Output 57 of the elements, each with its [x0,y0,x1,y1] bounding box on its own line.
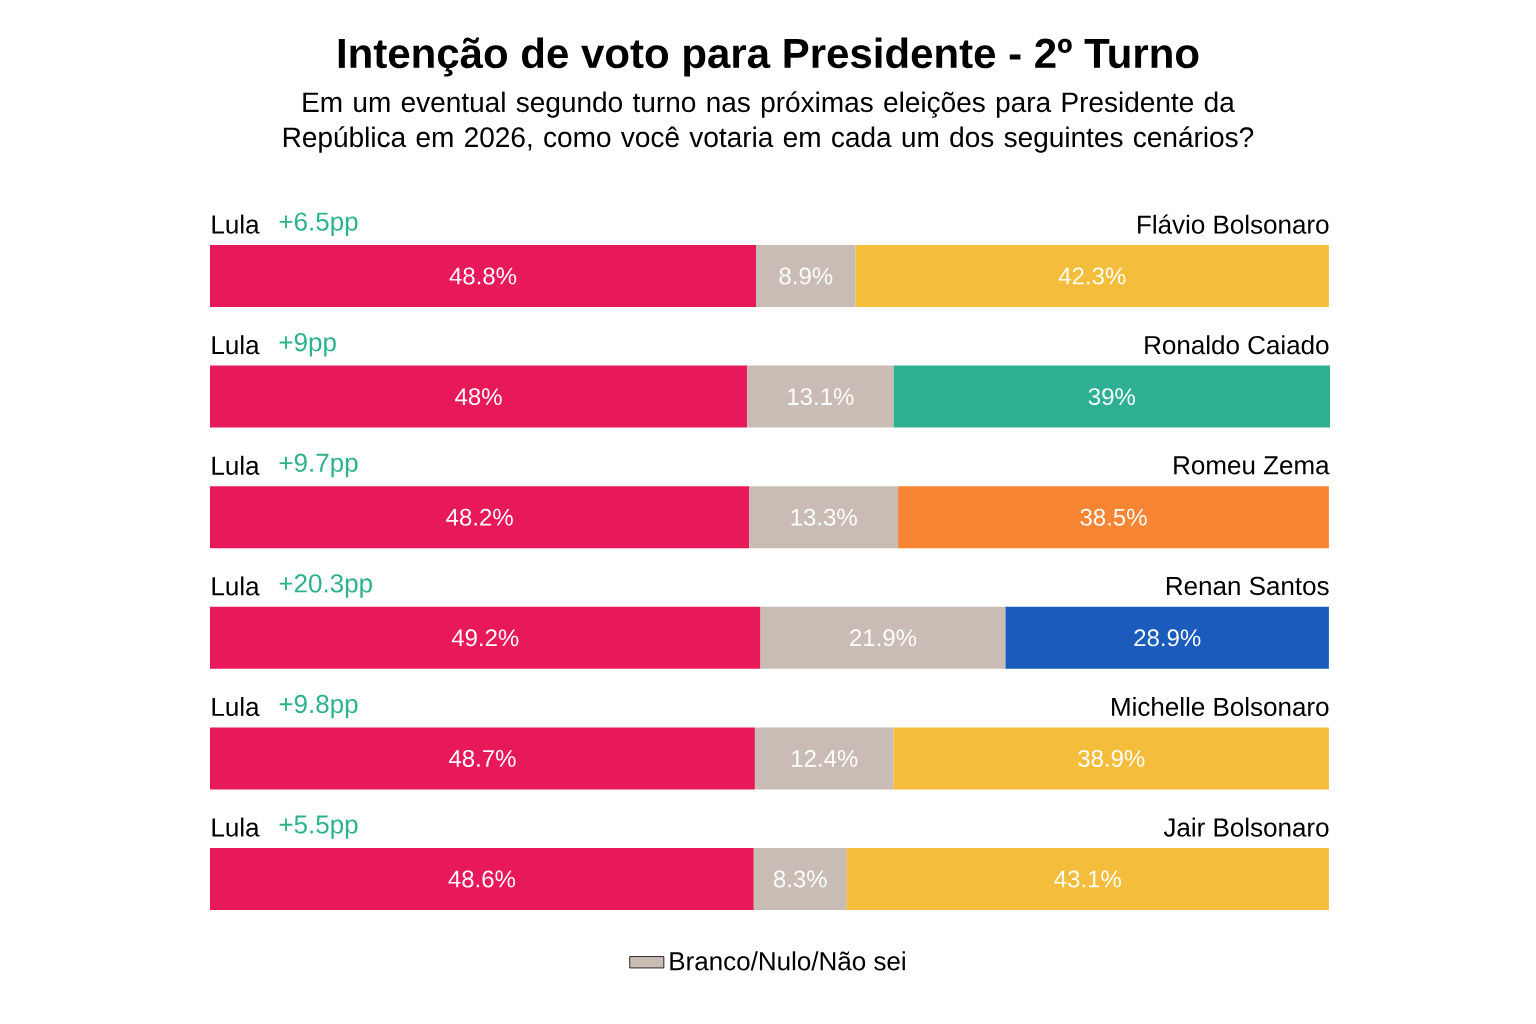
bar [846,848,1329,911]
data-label: 8.3% [773,870,827,888]
data-label: 48.6% [448,870,516,888]
bar [753,848,847,911]
bar [855,245,1329,308]
data-label: 13.3% [791,508,857,526]
bar [756,245,856,308]
data-label: 43.1% [1054,870,1121,888]
annotation: +20.3pp [279,574,372,598]
bar [210,486,750,549]
data-label: 49.2% [451,629,519,647]
bar [749,486,899,549]
chart-subtitle: Em um eventual segundo turno nas próximas eleições para Presidente da República em 2026, como você votaria em cada um dos seguintes cenários? [283,91,1254,153]
text: Lula [212,214,260,234]
data-label: 21.9% [850,629,917,647]
text: Lula [212,455,260,475]
text: Lula [212,817,260,837]
y-tick-label: Flávio Bolsonaro [1138,214,1329,234]
data-label: 48.2% [446,508,513,526]
series-label: Lula [212,697,260,717]
data-label: 8.9% [779,267,833,285]
annotation: +9pp [279,332,336,357]
data-label: 38.9% [1078,749,1145,767]
y-tick-label: Jair Bolsonaro [1163,817,1329,837]
bar [210,727,755,790]
data-label: 42.3% [1058,267,1126,285]
legend-label: Branco/Nulo/Não sei [670,951,905,971]
y-tick-label: Renan Santos [1166,576,1329,596]
data-label: 48.7% [448,749,516,767]
bar [898,486,1329,549]
data-label: 48.8% [449,267,517,285]
annotation: +5.5pp [279,815,358,839]
data-label: 38.5% [1080,508,1147,526]
data-label: 48% [455,388,502,406]
bar [754,727,894,790]
annotation: +9.8pp [279,694,358,719]
bar [893,727,1329,790]
bar [747,365,894,428]
data-label: 13.1% [788,388,854,406]
bar [210,606,761,669]
chart-title: Intenção de voto para Presidente - 2º Turno [338,37,1199,77]
annotation: +6.5pp [279,212,358,236]
bar [210,848,754,911]
y-tick-label: Romeu Zema [1174,456,1330,475]
bar [893,365,1331,428]
annotation: +9.7pp [279,453,358,478]
y-tick-label: Ronaldo Caiado [1145,335,1329,355]
bar [1005,606,1329,669]
data-label: 39% [1088,388,1135,406]
bar [210,365,748,428]
data-label: 28.9% [1134,629,1201,647]
data-label: 12.4% [792,749,858,767]
text: Lula [212,576,260,596]
y-tick-label: Michelle Bolsonaro [1112,697,1329,717]
bar [760,606,1006,669]
bar [210,245,757,308]
text: Lula [212,335,260,355]
